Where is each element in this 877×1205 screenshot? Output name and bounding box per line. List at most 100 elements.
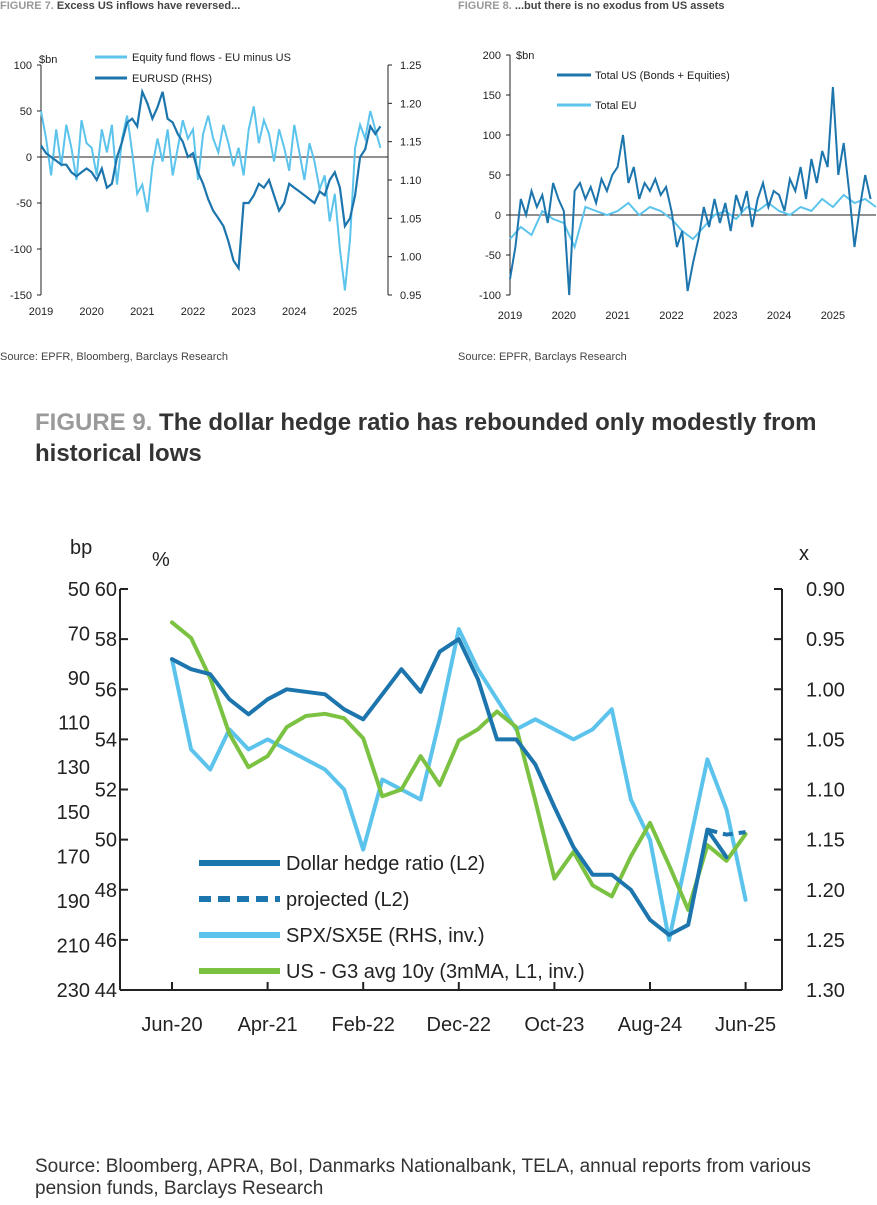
figure7-title-text: Excess US inflows have reversed...	[56, 0, 241, 12]
x-tick-label: Jun-25	[715, 1014, 776, 1036]
y-tick-label-pct: 58	[95, 629, 117, 651]
y-tick-label-x: 1.30	[806, 980, 845, 1002]
x-tick-label: 2023	[231, 306, 255, 318]
x-tick-label: Dec-22	[427, 1014, 491, 1036]
legend-label: Total EU	[595, 100, 637, 112]
series-line-dollar-hedge-ratio	[170, 637, 729, 937]
x-tick-label: 2021	[130, 306, 154, 318]
y-tick-label-pct: 56	[95, 679, 117, 701]
y-tick-label-bp: 50	[68, 579, 90, 601]
y2-tick-label: 1.10	[400, 175, 421, 187]
y2-tick-label: 1.05	[400, 213, 421, 225]
legend-label: Equity fund flows - EU minus US	[132, 52, 291, 64]
y-tick-label-pct: 54	[95, 729, 117, 751]
y-tick-label: -100	[479, 290, 501, 302]
y-tick-label-x: 0.90	[806, 579, 845, 601]
figure7-source: Source: EPFR, Bloomberg, Barclays Resear…	[0, 351, 229, 363]
x-tick-label: 2019	[29, 306, 53, 318]
y-tick-label: -50	[485, 250, 501, 262]
series-line-projected	[706, 827, 746, 837]
y-tick-label: 150	[483, 90, 501, 102]
y-tick-label-bp: 90	[68, 668, 90, 690]
y-tick-label-x: 1.05	[806, 729, 845, 751]
legend-hedge-ratio-label: Dollar hedge ratio (L2)	[286, 853, 485, 875]
legend-spx-sx5e-label: SPX/SX5E (RHS, inv.)	[286, 925, 485, 947]
y-tick-label-bp: 190	[57, 891, 90, 913]
y-tick-label-x: 1.15	[806, 830, 845, 852]
y2-tick-label: 1.00	[400, 252, 421, 264]
y-tick-label: 200	[483, 50, 501, 62]
figure8-source: Source: EPFR, Barclays Research	[458, 351, 627, 363]
figure8-title-text: ...but there is no exodus from US assets	[514, 0, 725, 12]
series-line-total-eu	[509, 193, 877, 250]
x-tick-label: 2023	[713, 310, 737, 322]
x-tick-label: 2024	[767, 310, 791, 322]
axis-unit-x: x	[799, 543, 809, 565]
y-tick-label: -100	[10, 244, 32, 256]
y-tick-label: 0	[495, 210, 501, 222]
y2-tick-label: 0.95	[400, 290, 421, 302]
x-tick-label: 2025	[333, 306, 357, 318]
y-tick-label-bp: 70	[68, 624, 90, 646]
figure9-title: FIGURE 9. The dollar hedge ratio has reb…	[35, 407, 855, 469]
y-tick-label: 50	[489, 170, 501, 182]
figure8-label: FIGURE 8.	[458, 0, 512, 12]
axis-unit-pct: %	[152, 549, 170, 571]
x-tick-label: 2025	[821, 310, 845, 322]
series-line-us-g3-10y	[170, 620, 748, 912]
series-line-total-us	[509, 86, 872, 296]
y2-tick-label: 1.20	[400, 98, 421, 110]
axis-unit-bp: bp	[70, 537, 92, 559]
figure9-chart: bp% x 50 70 90 110 130 150 170 190 210 230 60 58 56 54 5…	[57, 537, 845, 1036]
y-tick-label-pct: 48	[95, 880, 117, 902]
series-line-eurusd	[40, 87, 382, 272]
y-tick-label-pct: 46	[95, 930, 117, 952]
x-tick-label: 2019	[498, 310, 522, 322]
x-tick-label: Oct-23	[524, 1014, 584, 1036]
y-tick-label-x: 1.20	[806, 880, 845, 902]
y-tick-label-bp: 130	[57, 757, 90, 779]
y-tick-label: -150	[10, 290, 32, 302]
x-tick-label: 2020	[552, 310, 576, 322]
series-line-spx-sx5e	[170, 627, 748, 942]
figure8-title: FIGURE 8. ...but there is no exodus from…	[458, 0, 725, 12]
y-tick-label-x: 1.00	[806, 679, 845, 701]
x-tick-label: 2021	[605, 310, 629, 322]
y-tick-label-bp: 230	[57, 980, 90, 1002]
series-line-equity-flows	[40, 106, 382, 291]
figure7-title: FIGURE 7. Excess US inflows have reverse…	[0, 0, 240, 12]
legend-label: EURUSD (RHS)	[132, 73, 212, 85]
y2-tick-label: 1.25	[400, 60, 421, 72]
y-tick-label-pct: 50	[95, 830, 117, 852]
y2-tick-label: 1.15	[400, 137, 421, 149]
x-tick-label: Aug-24	[618, 1014, 683, 1036]
y-tick-label-bp: 210	[57, 935, 90, 957]
x-tick-label: 2022	[659, 310, 683, 322]
legend-label: Total US (Bonds + Equities)	[595, 70, 730, 82]
legend-projected-label: projected (L2)	[286, 889, 409, 911]
y-tick-label-pct: 60	[95, 579, 117, 601]
y-tick-label-pct: 52	[95, 780, 117, 802]
left-axis-unit: $bn	[516, 50, 534, 62]
y-tick-label: 0	[26, 152, 32, 164]
y-tick-label-x: 1.10	[806, 780, 845, 802]
y-tick-label: 50	[20, 106, 32, 118]
y-tick-label-pct: 44	[95, 980, 117, 1002]
x-tick-label: Jun-20	[141, 1014, 202, 1036]
x-tick-label: 2022	[181, 306, 205, 318]
legend-us-g3-label: US - G3 avg 10y (3mMA, L1, inv.)	[286, 961, 585, 983]
y-tick-label-bp: 110	[58, 713, 90, 735]
figure7-label: FIGURE 7.	[0, 0, 54, 12]
y-tick-label-x: 1.25	[806, 930, 845, 952]
figure9-title-text: The dollar hedge ratio has rebounded onl…	[35, 409, 817, 467]
left-axis-unit: $bn	[39, 54, 57, 66]
y-tick-label: 100	[483, 130, 501, 142]
y-tick-label-x: 0.95	[806, 629, 845, 651]
figure9-source: Source: Bloomberg, APRA, BoI, Danmarks N…	[35, 1156, 811, 1199]
y-tick-label-bp: 170	[57, 846, 90, 868]
figure9-label: FIGURE 9.	[35, 409, 153, 436]
x-tick-label: 2020	[79, 306, 103, 318]
y-tick-label: 100	[14, 60, 32, 72]
x-tick-label: Apr-21	[238, 1014, 298, 1036]
y-tick-label: -50	[16, 198, 32, 210]
